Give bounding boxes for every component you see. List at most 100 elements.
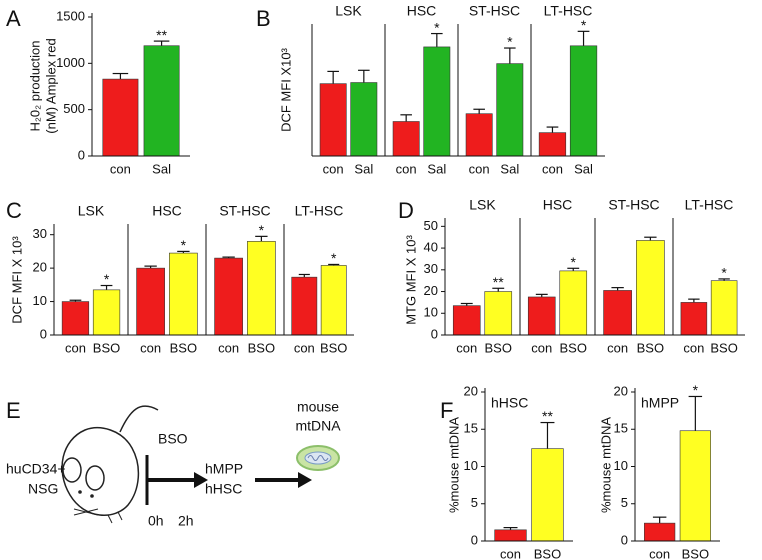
y-axis-label: %mouse mtDNA <box>598 417 613 513</box>
facet-title: LSK <box>335 3 362 19</box>
significance: * <box>104 271 110 287</box>
x-tick-label: con <box>607 340 628 355</box>
y-axis-label: (nM) Amplex red <box>43 38 58 133</box>
y-tick-label: 0 <box>78 147 85 162</box>
bar <box>680 302 708 336</box>
x-tick-label: BSO <box>93 340 120 355</box>
diagram-label: mtDNA <box>295 418 341 434</box>
bar <box>320 265 347 336</box>
x-tick-label: Sal <box>354 161 373 176</box>
bar <box>484 291 513 336</box>
x-tick-label: Sal <box>152 161 171 176</box>
y-tick-label: 10 <box>424 305 438 320</box>
significance: * <box>571 254 577 270</box>
bar <box>423 46 451 157</box>
y-tick-label: 500 <box>63 101 85 116</box>
facet-title: ST-HSC <box>219 203 270 219</box>
x-tick-label: BSO <box>682 546 709 560</box>
y-axis-label: %mouse mtDNA <box>446 417 461 513</box>
facet-title: hMPP <box>641 395 679 411</box>
facet-title: HSC <box>543 197 573 213</box>
diagram-label: huCD34+ <box>6 461 66 477</box>
arrow-head <box>298 472 312 488</box>
x-tick-label: con <box>294 340 315 355</box>
y-tick-label: 0 <box>621 532 628 547</box>
y-tick-label: 15 <box>464 421 478 436</box>
significance: * <box>581 17 587 33</box>
facet-title: LSK <box>78 203 105 219</box>
x-tick-label: BSO <box>485 340 512 355</box>
bar <box>392 121 420 157</box>
y-axis-label: DCF MFI X10³ <box>278 47 293 131</box>
x-tick-label: BSO <box>170 340 197 355</box>
bar <box>603 290 632 336</box>
x-tick-label: BSO <box>637 340 664 355</box>
arrow-head <box>194 472 208 488</box>
x-tick-label: con <box>649 546 670 560</box>
bar <box>496 63 524 157</box>
facet-title: HSC <box>152 203 182 219</box>
bar <box>61 301 90 336</box>
bar <box>136 267 165 336</box>
x-tick-label: Sal <box>500 161 519 176</box>
facet-title: LT-HSC <box>544 3 593 19</box>
facet-title: LT-HSC <box>295 203 344 219</box>
x-tick-label: con <box>218 340 239 355</box>
y-tick-label: 0 <box>431 326 438 341</box>
facet-title: HSC <box>407 3 437 19</box>
y-tick-label: 20 <box>464 383 478 398</box>
panel-letter: D <box>398 198 414 223</box>
y-tick-label: 20 <box>33 260 47 275</box>
panel-letter: E <box>6 398 21 423</box>
y-tick-label: 10 <box>464 458 478 473</box>
x-tick-label: BSO <box>710 340 737 355</box>
bar <box>644 522 676 542</box>
x-tick-label: con <box>500 546 521 560</box>
bar <box>143 45 180 157</box>
bar <box>102 78 139 157</box>
y-axis-label: MTG MFI X 10³ <box>403 235 418 325</box>
significance: ** <box>542 408 553 424</box>
x-tick-label: con <box>456 340 477 355</box>
diagram-label: BSO <box>158 431 188 447</box>
y-tick-label: 0 <box>40 326 47 341</box>
y-tick-label: 50 <box>424 218 438 233</box>
bar <box>538 132 567 157</box>
diagram-label: NSG <box>28 481 58 497</box>
bar <box>291 276 318 336</box>
bar <box>636 240 665 336</box>
bar <box>92 289 121 336</box>
mouse-eye <box>78 490 82 494</box>
significance: * <box>721 265 727 281</box>
y-tick-label: 5 <box>471 495 478 510</box>
x-tick-label: con <box>683 340 704 355</box>
mouse-tail <box>119 405 159 433</box>
y-tick-label: 5 <box>621 495 628 510</box>
facet-title: hHSC <box>491 395 528 411</box>
x-tick-label: con <box>531 340 552 355</box>
x-tick-label: con <box>396 161 417 176</box>
diagram-e: E huCD34+ NSG BSO 0h 2h hMPP hHSC mouse … <box>6 398 341 529</box>
bar <box>214 257 243 336</box>
bar <box>679 430 711 542</box>
panel-letter: F <box>440 398 453 423</box>
y-tick-label: 20 <box>424 283 438 298</box>
diagram-label: 0h <box>148 513 164 529</box>
significance: * <box>434 19 440 35</box>
significance: * <box>181 237 187 253</box>
y-axis-label: DCF MFI X 10³ <box>9 236 24 324</box>
x-tick-label: BSO <box>320 340 347 355</box>
cristae <box>307 455 329 461</box>
diagram-label: 2h <box>178 513 194 529</box>
bar <box>319 83 347 157</box>
bar <box>465 113 493 157</box>
significance: * <box>259 222 265 238</box>
mouse-whiskers <box>73 508 123 524</box>
x-tick-label: con <box>65 340 86 355</box>
y-tick-label: 20 <box>614 383 628 398</box>
y-tick-label: 30 <box>424 261 438 276</box>
y-tick-label: 10 <box>33 293 47 308</box>
x-tick-label: Sal <box>574 161 593 176</box>
significance: ** <box>493 274 504 290</box>
